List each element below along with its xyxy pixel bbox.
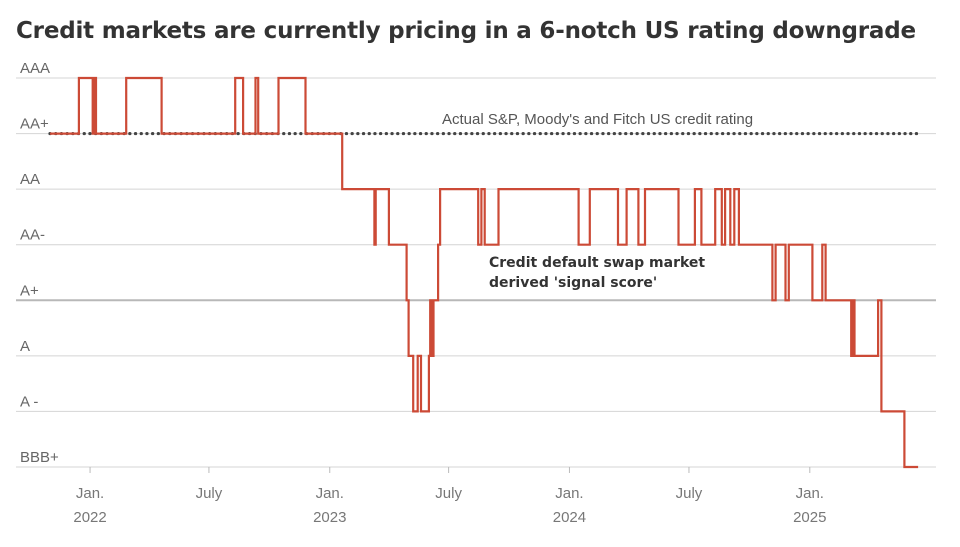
y-tick-label: AA+ (20, 116, 49, 133)
x-tick-label: Jan. (555, 485, 583, 502)
gridlines (16, 77, 936, 468)
x-tick-label: Jan. (796, 485, 824, 502)
x-tick-label: Jan. (76, 485, 104, 502)
x-tick-year: 2022 (73, 509, 106, 526)
chart-title: Credit markets are currently pricing in … (16, 18, 916, 44)
series-layer (48, 76, 920, 469)
x-tick-year: 2024 (553, 509, 586, 526)
x-tick-label: July (676, 485, 703, 502)
y-tick-label: A (20, 338, 30, 355)
y-tick-label: AA (20, 171, 40, 188)
series-annotation-label: Actual S&P, Moody's and Fitch US credit … (442, 111, 753, 128)
series-annotation-label: derived 'signal score' (489, 275, 657, 291)
y-tick-label: A+ (20, 282, 39, 299)
x-axis: Jan. 2022 July Jan. 2023 July Jan. 2024 July Jan.… (73, 467, 826, 526)
x-tick-year: 2023 (313, 509, 346, 526)
series-cds-signal-score-line (50, 76, 919, 469)
series-annotation-label: Credit default swap market (489, 255, 705, 271)
x-tick-year: 2025 (793, 509, 826, 526)
y-tick-label: A - (20, 393, 38, 410)
x-tick-label: July (196, 485, 223, 502)
annotation-layer: Actual S&P, Moody's and Fitch US credit … (442, 111, 753, 291)
y-tick-label: AA- (20, 227, 45, 244)
y-tick-label: AAA (20, 60, 50, 77)
x-tick-label: Jan. (316, 485, 344, 502)
y-tick-label: BBB+ (20, 449, 59, 466)
x-tick-label: July (435, 485, 462, 502)
